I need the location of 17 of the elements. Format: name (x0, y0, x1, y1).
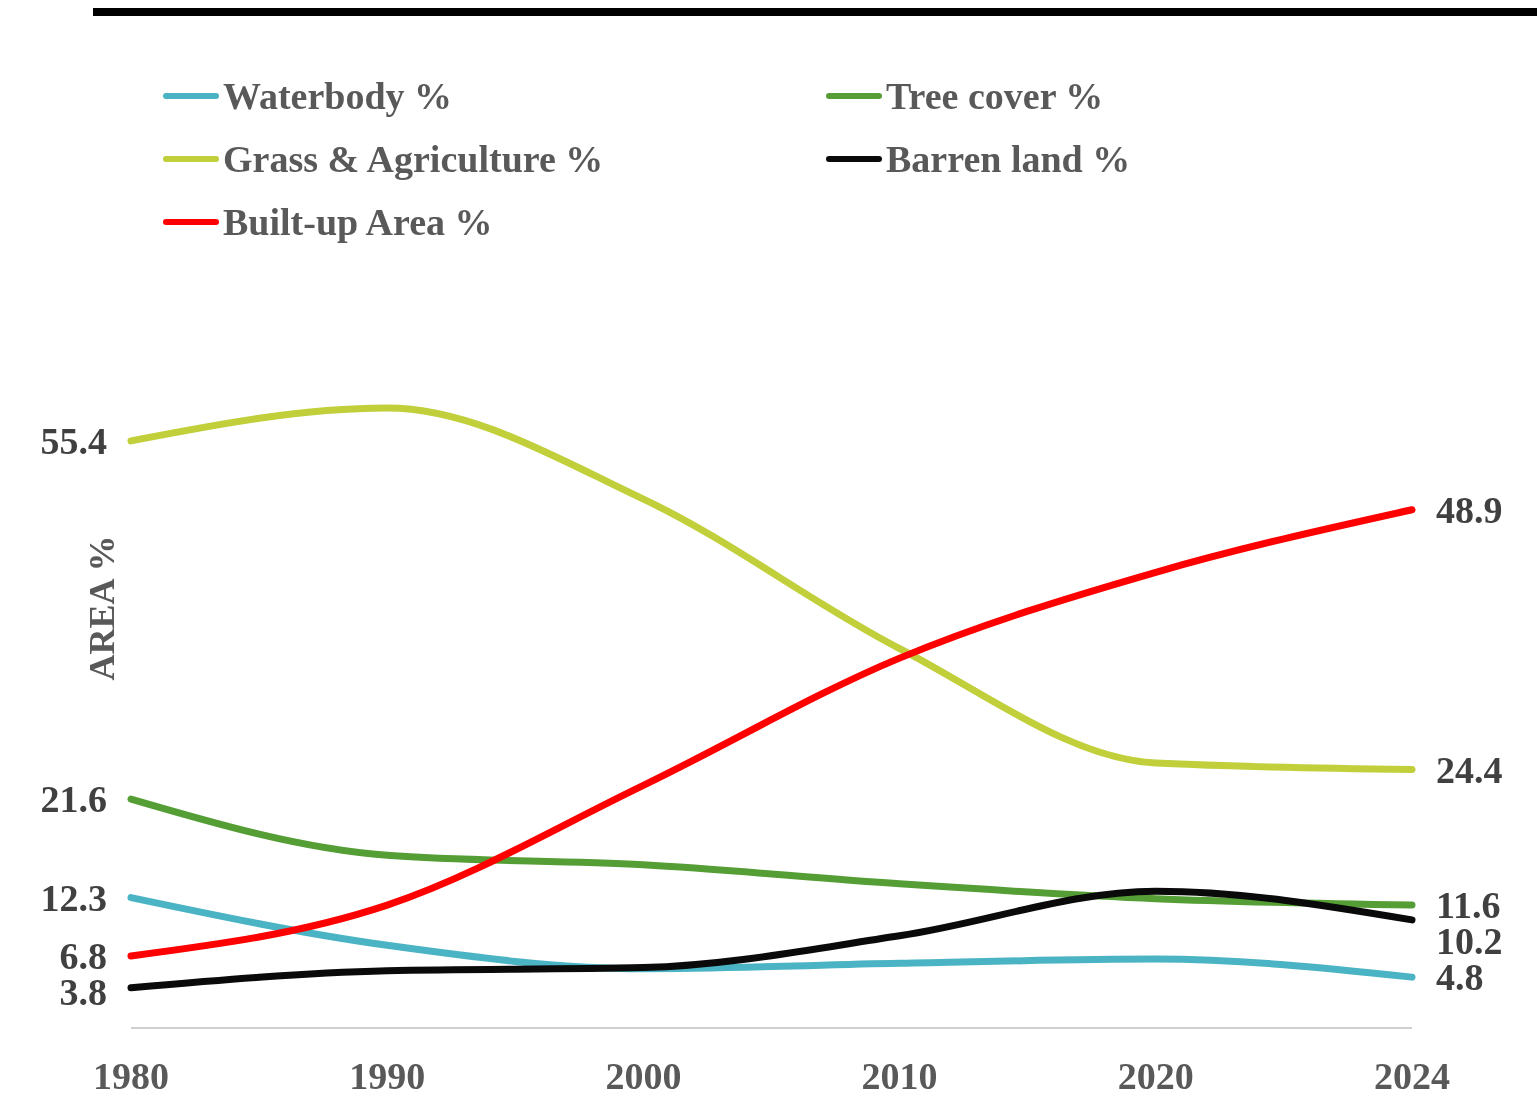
data-label: 21.6 (40, 778, 107, 821)
x-tick-label: 2000 (605, 1054, 682, 1097)
x-tick-label: 2010 (861, 1054, 938, 1097)
x-tick-label: 2024 (1374, 1054, 1450, 1097)
data-label: 24.4 (1436, 748, 1503, 791)
legend-label: Waterbody % (223, 73, 453, 118)
legend-label: Built-up Area % (223, 199, 493, 244)
legend-label: Barren land % (886, 136, 1131, 181)
x-tick-label: 1980 (93, 1054, 169, 1097)
y-axis-title: AREA % (81, 535, 122, 681)
legend-label: Grass & Agriculture % (223, 136, 604, 181)
data-label: 12.3 (40, 876, 107, 919)
legend-label: Tree cover % (886, 73, 1104, 118)
data-label: 48.9 (1436, 489, 1503, 532)
x-tick-label: 1990 (349, 1054, 426, 1097)
data-label: 55.4 (40, 420, 107, 463)
x-tick-label: 2020 (1117, 1054, 1194, 1097)
